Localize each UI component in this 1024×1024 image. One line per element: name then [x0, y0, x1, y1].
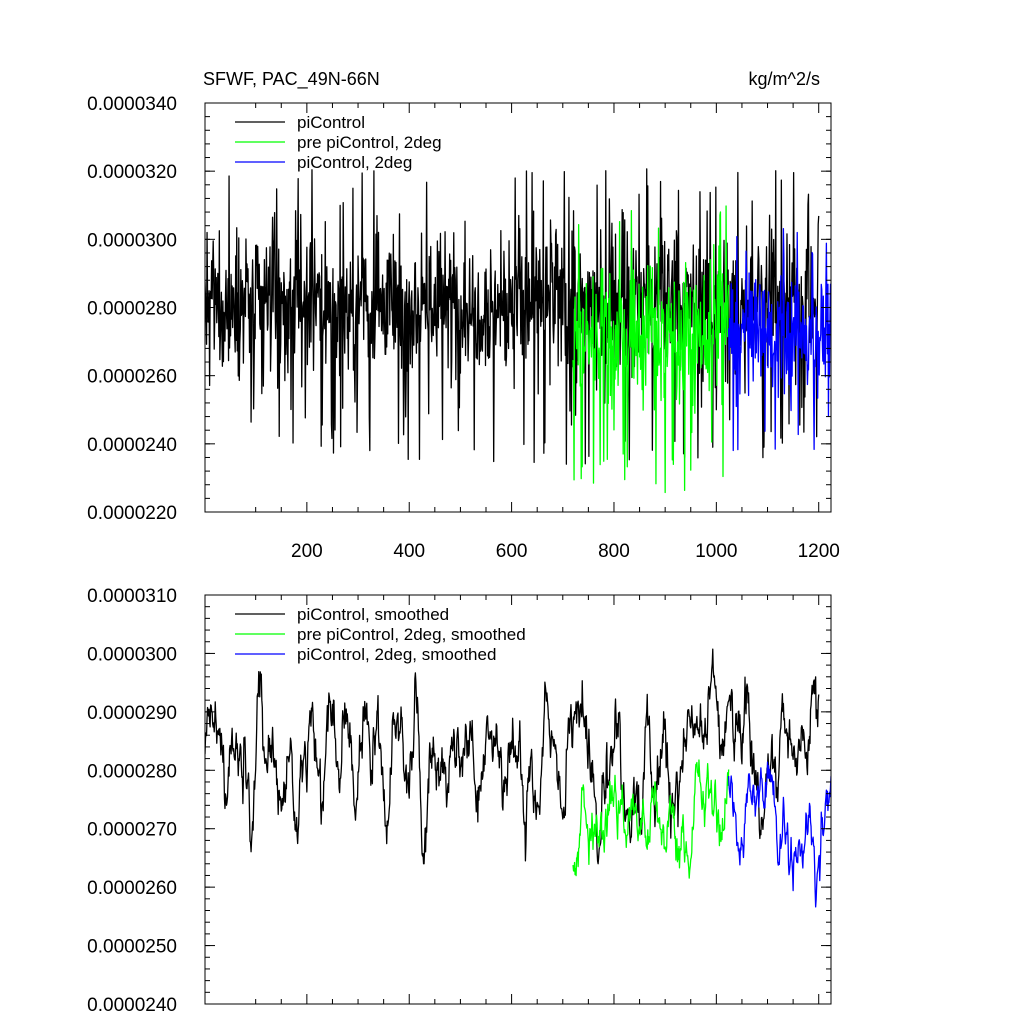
plot-frame — [204, 594, 832, 1005]
legend-label: piControl, 2deg, smoothed — [297, 645, 496, 664]
series-layer — [205, 648, 831, 908]
y-tick-label: 0.0000300 — [87, 230, 177, 251]
legend-label: pre piControl, 2deg, smoothed — [297, 625, 526, 644]
legend-label: piControl — [297, 113, 365, 132]
x-tick-label: 1200 — [798, 541, 840, 562]
y-tick-label: 0.0000270 — [87, 820, 177, 841]
x-tick-label: 200 — [291, 541, 323, 562]
y-tick-label: 0.0000320 — [87, 162, 177, 183]
series-layer — [205, 168, 831, 494]
series-line — [205, 648, 820, 865]
series-line — [205, 168, 820, 465]
y-tick-label: 0.0000290 — [87, 703, 177, 724]
y-tick-label: 0.0000300 — [87, 644, 177, 665]
y-tick-label: 0.0000240 — [87, 995, 177, 1016]
y-tick-label: 0.0000250 — [87, 937, 177, 958]
series-line — [727, 761, 831, 908]
top-panel: SFWF, PAC_49N-66N kg/m^2/s 0.00002200.00… — [87, 69, 840, 562]
y-tick-label: 0.0000260 — [87, 367, 177, 388]
y-tick-label: 0.0000240 — [87, 435, 177, 456]
y-tick-label: 0.0000220 — [87, 503, 177, 524]
x-tick-label: 800 — [598, 541, 630, 562]
plot-frame — [204, 102, 832, 513]
bottom-panel: 0.0000240 0.0000250 0.0000260 0.0000270 0.00… — [87, 586, 832, 1016]
series-line — [727, 227, 831, 452]
tick-layer: 0.0000240 0.0000250 0.0000260 0.0000270 0.00… — [87, 586, 831, 1016]
y-tick-label: 0.0000310 — [87, 586, 177, 607]
legend-label: pre piControl, 2deg — [297, 133, 442, 152]
y-tick-label: 0.0000280 — [87, 761, 177, 782]
tick-layer: 0.0000220 0.0000240 0.0000260 0.0000280 0.00… — [87, 94, 840, 562]
chart-title: SFWF, PAC_49N-66N — [203, 69, 380, 90]
y-tick-label: 0.0000260 — [87, 878, 177, 899]
x-tick-label: 400 — [393, 541, 425, 562]
legend-label: piControl, 2deg — [297, 153, 412, 172]
x-tick-label: 1000 — [695, 541, 737, 562]
series-line — [572, 205, 730, 494]
y-tick-label: 0.0000280 — [87, 299, 177, 320]
y-tick-label: 0.0000340 — [87, 94, 177, 115]
units-label: kg/m^2/s — [749, 69, 820, 89]
legend-label: piControl, smoothed — [297, 605, 449, 624]
x-tick-label: 600 — [496, 541, 528, 562]
series-line — [572, 759, 730, 879]
